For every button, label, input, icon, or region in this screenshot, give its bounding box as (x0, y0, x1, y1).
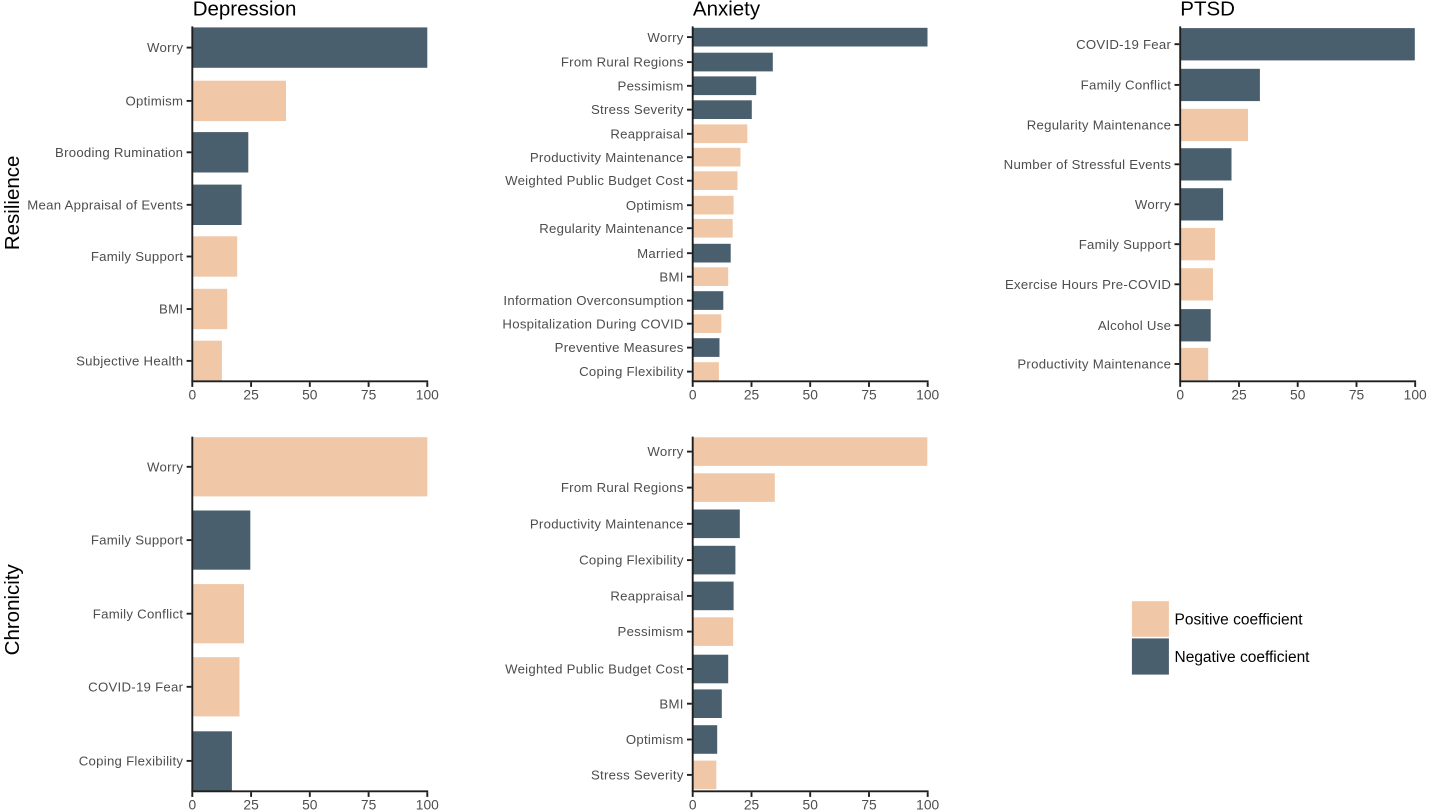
svg-text:Alcohol Use: Alcohol Use (1098, 318, 1171, 333)
svg-text:BMI: BMI (659, 696, 683, 711)
svg-text:Optimism: Optimism (125, 94, 183, 109)
svg-text:Information Overconsumption: Information Overconsumption (503, 293, 683, 308)
svg-text:50: 50 (803, 387, 819, 402)
svg-text:Worry: Worry (147, 459, 183, 474)
svg-text:25: 25 (243, 387, 259, 402)
svg-text:50: 50 (1290, 387, 1306, 402)
svg-text:Optimism: Optimism (626, 198, 684, 213)
svg-text:Regularity Maintenance: Regularity Maintenance (539, 221, 684, 236)
svg-text:From Rural Regions: From Rural Regions (561, 55, 684, 70)
svg-text:0: 0 (689, 387, 697, 402)
svg-text:25: 25 (744, 387, 760, 402)
svg-text:75: 75 (861, 387, 877, 402)
svg-text:COVID-19 Fear: COVID-19 Fear (1076, 37, 1171, 52)
svg-text:Stress Severity: Stress Severity (591, 768, 684, 783)
svg-text:0: 0 (188, 387, 196, 402)
svg-text:Stress Severity: Stress Severity (591, 102, 684, 117)
svg-text:Family Conflict: Family Conflict (93, 606, 184, 621)
svg-text:100: 100 (416, 797, 439, 811)
svg-text:Number of Stressful Events: Number of Stressful Events (1004, 157, 1172, 172)
svg-text:Mean Appraisal of Events: Mean Appraisal of Events (27, 197, 183, 212)
svg-text:Productivity Maintenance: Productivity Maintenance (530, 516, 684, 531)
svg-text:25: 25 (1231, 387, 1247, 402)
svg-text:Resilience: Resilience (1, 156, 24, 251)
svg-text:Reappraisal: Reappraisal (610, 126, 683, 141)
svg-text:Productivity Maintenance: Productivity Maintenance (530, 150, 684, 165)
svg-text:PTSD: PTSD (1180, 0, 1235, 21)
svg-text:Coping Flexibility: Coping Flexibility (579, 553, 684, 568)
svg-text:Regularity Maintenance: Regularity Maintenance (1027, 118, 1172, 133)
svg-text:Depression: Depression (193, 0, 297, 21)
svg-text:Coping Flexibility: Coping Flexibility (79, 754, 184, 769)
svg-text:0: 0 (689, 797, 697, 811)
svg-text:Worry: Worry (147, 40, 183, 55)
svg-text:Negative coefficient: Negative coefficient (1175, 649, 1311, 666)
svg-text:Optimism: Optimism (626, 732, 684, 747)
svg-text:0: 0 (188, 797, 196, 811)
svg-text:100: 100 (916, 797, 939, 811)
svg-text:75: 75 (1349, 387, 1365, 402)
svg-text:50: 50 (302, 387, 318, 402)
svg-text:Hospitalization During COVID: Hospitalization During COVID (502, 316, 683, 331)
svg-text:Family Support: Family Support (1079, 237, 1172, 252)
svg-text:Exercise Hours Pre-COVID: Exercise Hours Pre-COVID (1005, 277, 1171, 292)
svg-text:From Rural Regions: From Rural Regions (561, 480, 684, 495)
svg-text:Productivity Maintenance: Productivity Maintenance (1017, 357, 1171, 372)
svg-text:Coping Flexibility: Coping Flexibility (579, 364, 684, 379)
svg-text:Worry: Worry (1135, 197, 1171, 212)
svg-text:75: 75 (861, 797, 877, 811)
svg-text:BMI: BMI (159, 302, 183, 317)
svg-text:Reappraisal: Reappraisal (610, 589, 683, 604)
svg-text:Preventive Measures: Preventive Measures (555, 340, 684, 355)
svg-text:75: 75 (361, 387, 377, 402)
svg-text:50: 50 (302, 797, 318, 811)
svg-text:Weighted Public Budget Cost: Weighted Public Budget Cost (505, 173, 684, 188)
svg-text:25: 25 (243, 797, 259, 811)
svg-text:Family Support: Family Support (91, 249, 184, 264)
svg-text:75: 75 (361, 797, 377, 811)
svg-text:100: 100 (416, 387, 439, 402)
svg-text:0: 0 (1176, 387, 1184, 402)
svg-text:100: 100 (916, 387, 939, 402)
svg-text:25: 25 (744, 797, 760, 811)
svg-text:Worry: Worry (647, 444, 683, 459)
svg-text:Anxiety: Anxiety (693, 0, 761, 21)
svg-text:Worry: Worry (647, 30, 683, 45)
svg-text:Family Conflict: Family Conflict (1081, 78, 1172, 93)
svg-text:BMI: BMI (659, 269, 683, 284)
svg-text:Pessimism: Pessimism (618, 78, 684, 93)
svg-text:Chronicity: Chronicity (1, 563, 24, 655)
svg-text:Pessimism: Pessimism (618, 624, 684, 639)
svg-text:Married: Married (637, 246, 684, 261)
svg-text:50: 50 (803, 797, 819, 811)
svg-text:COVID-19 Fear: COVID-19 Fear (88, 679, 183, 694)
svg-text:100: 100 (1404, 387, 1427, 402)
svg-text:Weighted Public Budget Cost: Weighted Public Budget Cost (505, 662, 684, 677)
svg-text:Brooding Rumination: Brooding Rumination (55, 145, 183, 160)
svg-text:Family Support: Family Support (91, 533, 184, 548)
svg-text:Subjective Health: Subjective Health (76, 354, 183, 369)
svg-text:Positive coefficient: Positive coefficient (1175, 612, 1304, 629)
